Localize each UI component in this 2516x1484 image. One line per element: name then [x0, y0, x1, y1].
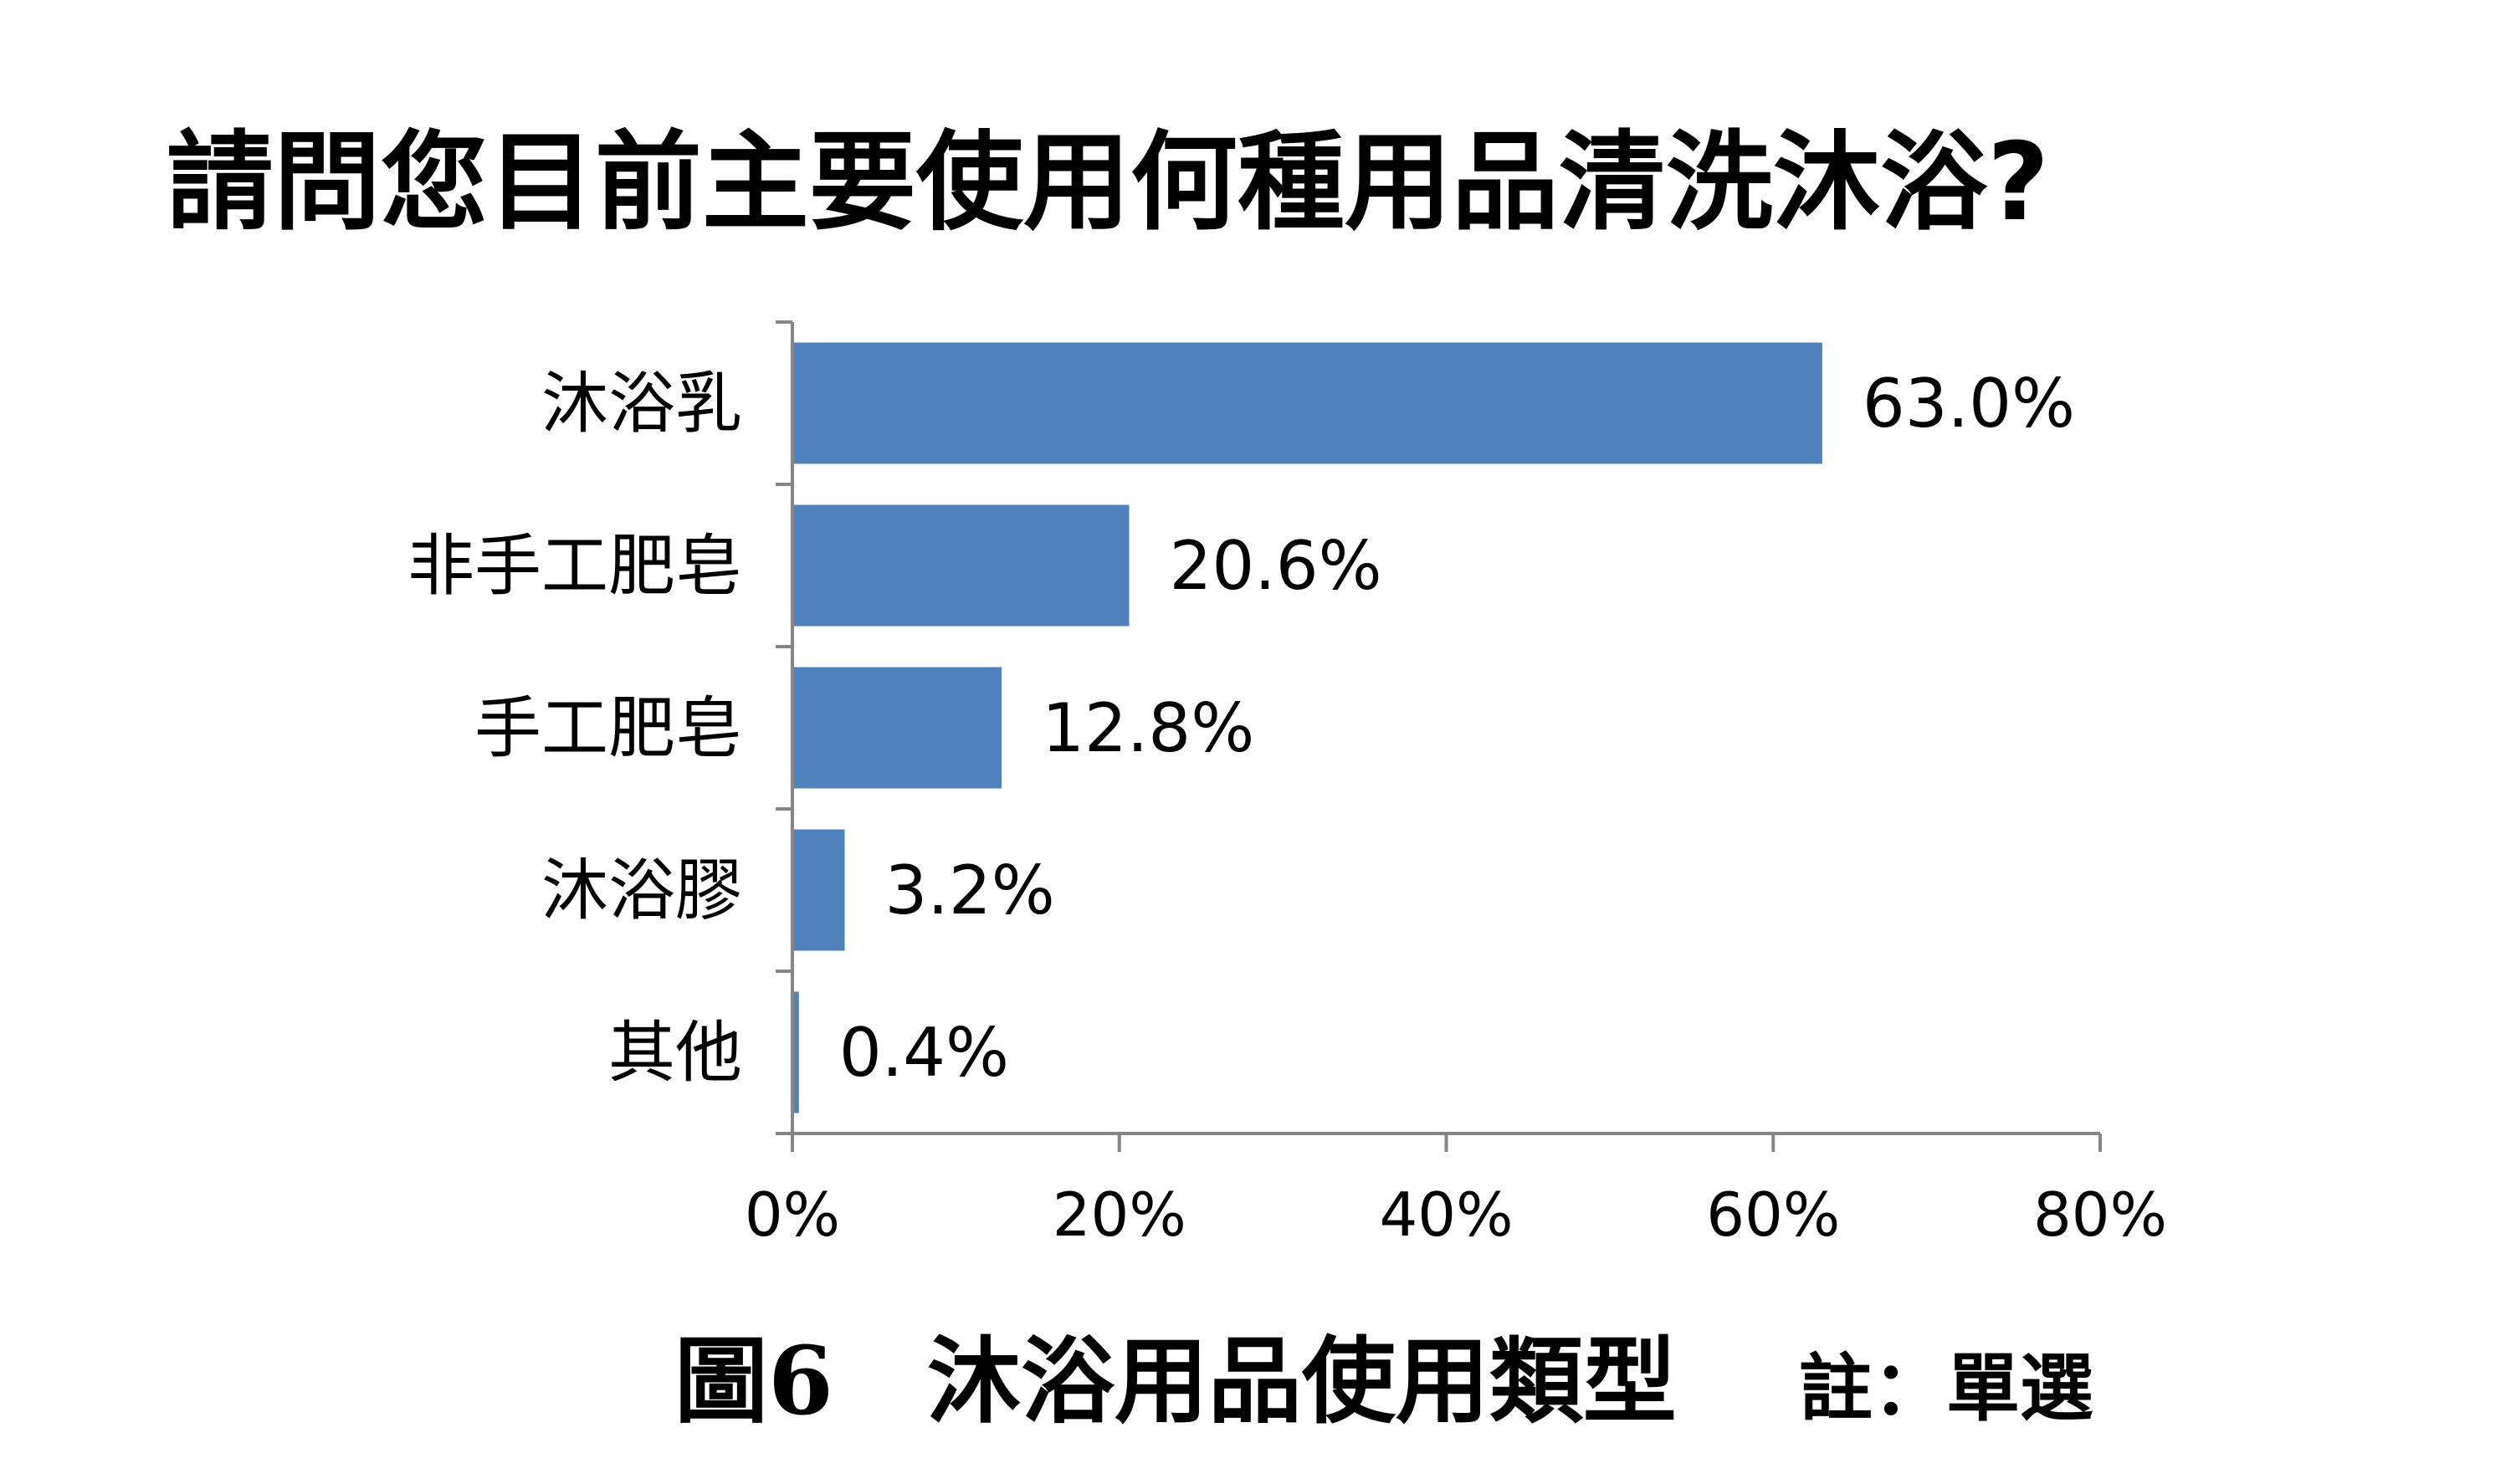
bar-3 [792, 829, 845, 951]
data-label-0: 63.0% [1863, 365, 2075, 443]
bar-0 [792, 342, 1822, 464]
category-label-3: 沐浴膠 [541, 852, 742, 929]
x-tick-label-4: 80% [2033, 1180, 2167, 1250]
data-label-1: 20.6% [1169, 527, 1381, 605]
category-label-1: 非手工肥皂 [407, 527, 742, 605]
bar-4 [792, 991, 799, 1113]
category-label-2: 手工肥皂 [474, 689, 742, 767]
x-tick-label-1: 20% [1053, 1180, 1186, 1250]
plot-area: 63.0% 沐浴乳 20.6% 非手工肥皂 12.8% 手工肥皂 3.2% 沐浴膠 0.4% 其他… [407, 320, 2167, 1250]
figure-note: 註：單選 [1799, 1345, 2093, 1431]
data-label-2: 12.8% [1042, 689, 1254, 767]
x-tick-label-3: 60% [1706, 1180, 1840, 1250]
data-label-4: 0.4% [839, 1014, 1009, 1092]
chart-title: 請問您目前主要使用何種用品清洗沐浴? [167, 120, 2049, 245]
bar-1 [792, 504, 1130, 627]
bar-2 [792, 667, 1002, 789]
category-label-4: 其他 [608, 1014, 742, 1092]
x-tick-label-0: 0% [745, 1180, 840, 1250]
category-label-0: 沐浴乳 [541, 365, 742, 443]
x-tick-label-2: 40% [1379, 1180, 1513, 1250]
data-label-3: 3.2% [885, 852, 1055, 929]
figure-caption: 圖6 沐浴用品使用類型 [674, 1327, 1677, 1436]
